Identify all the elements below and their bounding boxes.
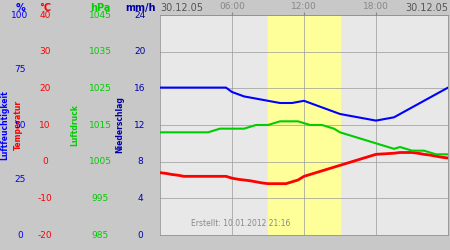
Text: 12: 12 xyxy=(134,120,146,130)
Text: 8: 8 xyxy=(137,157,143,166)
Text: 20: 20 xyxy=(39,84,51,93)
Text: 1045: 1045 xyxy=(89,10,112,20)
Text: Niederschlag: Niederschlag xyxy=(116,96,125,154)
Text: 10: 10 xyxy=(39,120,51,130)
Text: 100: 100 xyxy=(11,10,29,20)
Text: °C: °C xyxy=(39,3,51,13)
Text: 0: 0 xyxy=(137,230,143,239)
Text: 1035: 1035 xyxy=(89,47,112,56)
Text: -20: -20 xyxy=(38,230,52,239)
Text: Luftdruck: Luftdruck xyxy=(71,104,80,146)
Text: %: % xyxy=(15,3,25,13)
Text: 16: 16 xyxy=(134,84,146,93)
Text: 30: 30 xyxy=(39,47,51,56)
Text: 0: 0 xyxy=(17,230,23,239)
Text: 30.12.05: 30.12.05 xyxy=(160,3,203,13)
Text: Luftfeuchtigkeit: Luftfeuchtigkeit xyxy=(0,90,9,160)
Text: 1015: 1015 xyxy=(89,120,112,130)
Text: 24: 24 xyxy=(135,10,146,20)
Text: 40: 40 xyxy=(39,10,51,20)
Bar xyxy=(268,15,340,235)
Text: 75: 75 xyxy=(14,66,26,74)
Text: -10: -10 xyxy=(38,194,52,203)
Text: 50: 50 xyxy=(14,120,26,130)
Text: 25: 25 xyxy=(14,176,26,184)
Text: Erstellt: 10.01.2012 21:16: Erstellt: 10.01.2012 21:16 xyxy=(191,220,290,228)
Text: mm/h: mm/h xyxy=(125,3,155,13)
Text: 1025: 1025 xyxy=(89,84,112,93)
Text: 20: 20 xyxy=(134,47,146,56)
Text: 995: 995 xyxy=(91,194,108,203)
Text: hPa: hPa xyxy=(90,3,110,13)
Text: 0: 0 xyxy=(42,157,48,166)
Text: 30.12.05: 30.12.05 xyxy=(405,3,448,13)
Text: 985: 985 xyxy=(91,230,108,239)
Text: 1005: 1005 xyxy=(89,157,112,166)
Text: Temperatur: Temperatur xyxy=(14,100,22,150)
Text: 4: 4 xyxy=(137,194,143,203)
